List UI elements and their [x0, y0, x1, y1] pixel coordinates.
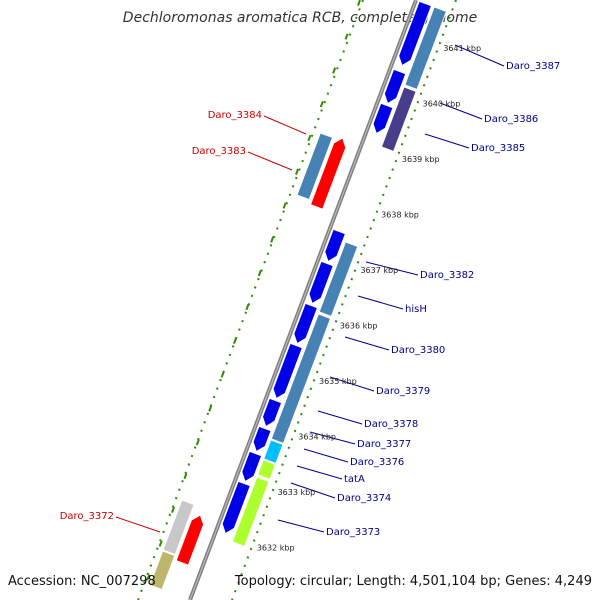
leader-line [454, 44, 505, 67]
gene-label-right: Daro_3374 [337, 493, 391, 504]
gene-labels: Daro_3387 Daro_3386 Daro_3385 Daro_3382 hisH… [60, 61, 561, 538]
gene-label-right: Daro_3378 [364, 419, 418, 430]
gene-gray-left [162, 499, 195, 556]
gene-lime-1 [257, 459, 277, 481]
genome-backbone-highlight [189, 0, 417, 600]
gene-lime-2 [231, 476, 270, 548]
gene-blue-10 [241, 450, 263, 483]
leader-line [296, 465, 343, 480]
leader-line [263, 115, 307, 135]
tick-label: 3640 kbp [423, 100, 461, 109]
leader-line [357, 295, 404, 310]
tick-label: 3634 kbp [298, 433, 336, 442]
gene-blue-9 [252, 425, 272, 453]
leader-line [115, 516, 161, 533]
gene-label-left: Daro_3372 [60, 511, 114, 522]
gene-red-left-2 [175, 514, 205, 566]
leader-line [424, 133, 470, 149]
gene-blue-3 [372, 102, 394, 135]
gene-label-right: Daro_3385 [471, 143, 525, 154]
tick-label: 3637 kbp [360, 266, 398, 275]
leader-line [277, 519, 325, 533]
gene-blue-5 [308, 260, 334, 305]
gene-steel-2 [318, 241, 359, 318]
tick-label: 3636 kbp [340, 322, 378, 331]
gene-blue-6 [293, 302, 319, 345]
leader-line [290, 482, 336, 499]
leader-line [309, 431, 356, 445]
gene-blue-11 [221, 480, 251, 535]
map-title: Dechloromonas aromatica RCB, complete ge… [122, 10, 478, 26]
gene-steel-3 [270, 313, 332, 445]
leader-line [329, 376, 375, 392]
gene-steel-left [296, 132, 334, 201]
summary-text: Topology: circular; Length: 4,501,104 bp… [234, 574, 592, 589]
tick-label: 3638 kbp [381, 211, 419, 220]
gene-label-right: hisH [405, 304, 427, 315]
tick-label: 3632 kbp [257, 544, 295, 553]
accession-text: Accession: NC_007298 [8, 574, 156, 589]
gene-label-right: tatA [344, 474, 365, 485]
leader-line [344, 336, 390, 351]
gene-blue-7 [272, 342, 304, 400]
gene-label-right: Daro_3387 [506, 61, 560, 72]
gene-label-right: Daro_3380 [391, 345, 445, 356]
gene-steel-1 [404, 6, 448, 91]
gene-blue-8 [261, 397, 283, 428]
gene-blue-1 [398, 0, 433, 67]
gene-label-right: Daro_3377 [357, 439, 411, 450]
tick-label: 3635 kbp [319, 377, 357, 386]
gene-red-left-1 [309, 137, 347, 210]
gene-label-right: Daro_3376 [350, 457, 404, 468]
gene-cyan [263, 439, 284, 465]
leader-line [303, 448, 349, 463]
gene-label-right: Daro_3386 [484, 114, 538, 125]
gene-label-left: Daro_3383 [192, 146, 246, 157]
gene-label-right: Daro_3379 [376, 386, 430, 397]
gene-label-left: Daro_3384 [208, 110, 262, 121]
gene-features [149, 0, 448, 591]
leader-line [317, 410, 363, 425]
gene-purple [380, 86, 417, 153]
gene-blue-4 [324, 228, 347, 263]
label-leaders [115, 44, 505, 533]
leader-line [247, 151, 293, 171]
leader-line [439, 102, 483, 120]
right-dotted-guide [231, 0, 457, 600]
leader-line [365, 261, 419, 276]
gene-label-right: Daro_3373 [326, 527, 380, 538]
gene-tan-left [149, 550, 176, 591]
gene-label-right: Daro_3382 [420, 270, 474, 281]
scale-ticks: 3641 kbp 3640 kbp 3639 kbp 3638 kbp 3637 kbp… [257, 44, 481, 553]
gene-blue-2 [383, 68, 407, 105]
tick-label: 3641 kbp [443, 44, 481, 53]
tick-label: 3639 kbp [402, 155, 440, 164]
tick-label: 3633 kbp [278, 488, 316, 497]
